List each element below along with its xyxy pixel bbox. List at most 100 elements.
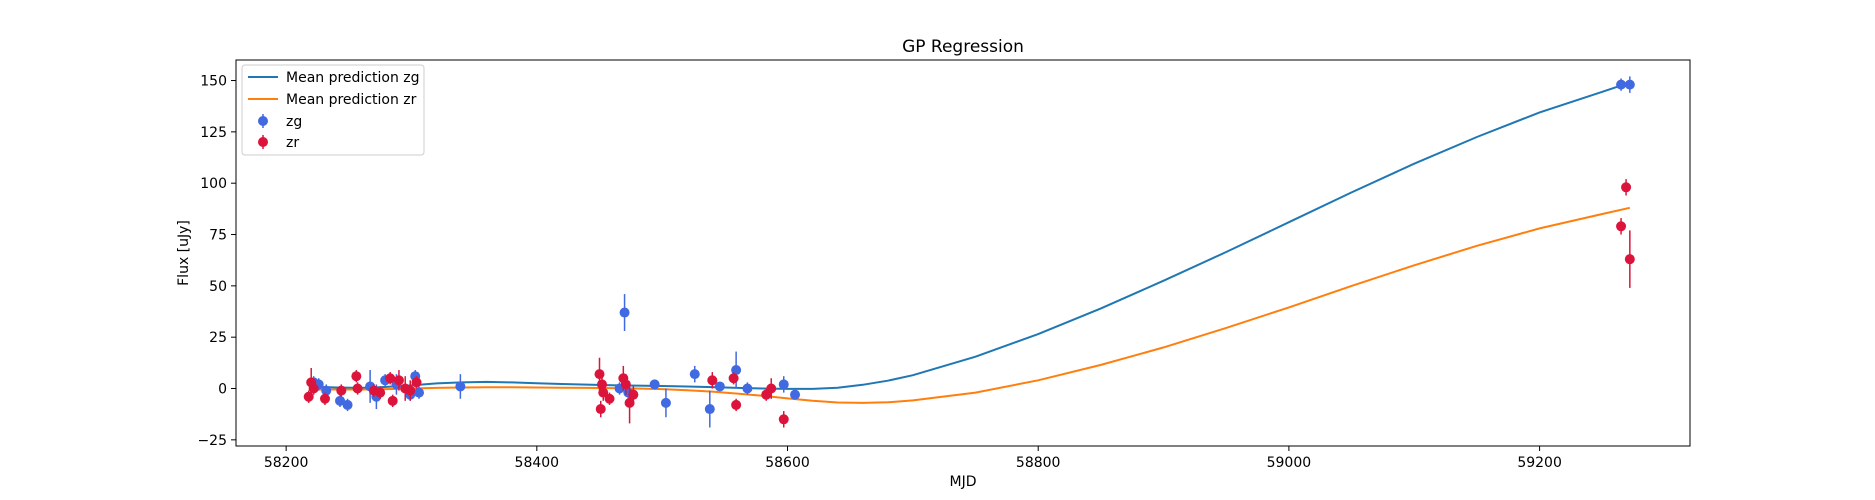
marker-zr	[352, 383, 363, 394]
marker-zg	[790, 389, 801, 400]
data-point-zr	[728, 372, 739, 385]
marker-zr	[308, 383, 319, 394]
y-tick-label: 150	[200, 74, 227, 90]
marker-zr	[778, 414, 789, 425]
marker-zr	[411, 377, 422, 388]
y-tick-label: 0	[218, 382, 227, 398]
marker-zr	[387, 395, 398, 406]
x-tick-label: 58600	[765, 455, 810, 471]
marker-zg	[1624, 79, 1635, 90]
marker-zr	[595, 404, 606, 415]
y-tick-label: 25	[209, 330, 227, 346]
marker-zg	[714, 381, 725, 392]
marker-zr	[385, 373, 396, 384]
data-point-zr	[624, 382, 635, 424]
marker-zr	[594, 369, 605, 380]
x-axis-label: MJD	[950, 474, 977, 490]
marker-zr	[351, 371, 362, 382]
x-tick-label: 59000	[1267, 455, 1312, 471]
y-tick-label: 125	[200, 125, 227, 141]
data-point-zr	[1624, 230, 1635, 288]
marker-zg	[660, 397, 671, 408]
data-point-zr	[731, 398, 742, 412]
data-point-zr	[778, 411, 789, 428]
marker-zg	[1616, 79, 1627, 90]
marker-zg	[742, 383, 753, 394]
marker-zr	[336, 385, 347, 396]
marker-zr	[319, 393, 330, 404]
marker-zg	[778, 379, 789, 390]
observation-points	[303, 76, 1635, 428]
data-point-zg	[335, 394, 346, 407]
y-axis-label: Flux [uJy]	[176, 220, 192, 286]
marker-zr	[1616, 221, 1627, 232]
marker-zr	[598, 387, 609, 398]
marker-zr	[597, 379, 608, 390]
data-point-zr	[375, 386, 386, 399]
marker-zr	[393, 375, 404, 386]
marker-zg	[649, 379, 660, 390]
data-point-zg	[649, 379, 660, 390]
legend-box	[241, 64, 425, 156]
data-point-zr	[387, 394, 398, 407]
marker-zr	[707, 375, 718, 386]
data-point-zg	[714, 381, 725, 392]
marker-zr	[628, 389, 639, 400]
data-point-zr	[620, 374, 631, 395]
data-point-zg	[1624, 76, 1635, 93]
legend-label-mean-zg: Mean prediction zg	[286, 70, 420, 86]
x-tick-label: 58800	[1016, 455, 1061, 471]
data-point-zg	[778, 376, 789, 393]
data-point-zr	[707, 372, 718, 389]
legend-label-mean-zr: Mean prediction zr	[286, 92, 417, 108]
marker-zg	[619, 307, 630, 318]
marker-zr	[728, 373, 739, 384]
marker-zg	[342, 399, 353, 410]
data-point-zg	[342, 398, 353, 412]
y-tick-label: 50	[209, 279, 227, 295]
data-point-zr	[766, 378, 777, 399]
data-point-zr	[595, 400, 606, 418]
data-point-zr	[319, 392, 330, 405]
data-point-zr	[385, 372, 396, 385]
chart-title: GP Regression	[902, 37, 1024, 57]
data-point-zr	[1621, 179, 1632, 196]
legend-marker-zg	[258, 116, 268, 126]
data-point-zr	[393, 370, 404, 391]
y-axis-ticks: −25 0 25 50 75 100 125 150	[197, 74, 236, 449]
data-point-zr	[308, 382, 319, 395]
data-point-zr	[628, 386, 639, 403]
data-point-zg	[414, 386, 425, 399]
data-point-zr	[405, 380, 416, 401]
y-tick-label: 75	[209, 228, 227, 244]
legend-label-zr: zr	[286, 135, 299, 151]
marker-zr	[375, 387, 386, 398]
y-tick-label: −25	[197, 433, 227, 449]
data-point-zr	[352, 382, 363, 395]
data-point-zg	[790, 389, 801, 400]
marker-zr	[620, 379, 631, 390]
data-point-zr	[351, 370, 362, 383]
marker-zg	[455, 381, 466, 392]
marker-zg	[704, 404, 715, 415]
marker-zr	[766, 383, 777, 394]
x-axis-ticks: 58200 58400 58600 58800 59000 59200	[264, 446, 1562, 471]
marker-zg	[335, 395, 346, 406]
marker-zg	[414, 387, 425, 398]
x-tick-label: 58400	[515, 455, 560, 471]
legend: Mean prediction zg Mean prediction zr zg…	[241, 64, 425, 156]
marker-zr	[1624, 254, 1635, 265]
marker-zr	[1621, 182, 1632, 193]
x-tick-label: 59200	[1517, 455, 1562, 471]
marker-zg	[689, 369, 700, 380]
marker-zr	[405, 385, 416, 396]
data-point-zr	[604, 392, 615, 405]
y-tick-label: 100	[200, 176, 227, 192]
marker-zr	[731, 399, 742, 410]
data-point-zg	[619, 294, 630, 332]
data-point-zg	[1616, 78, 1627, 91]
data-point-zr	[598, 384, 609, 401]
marker-zr	[624, 397, 635, 408]
marker-zr	[604, 393, 615, 404]
legend-marker-zr	[258, 137, 268, 147]
